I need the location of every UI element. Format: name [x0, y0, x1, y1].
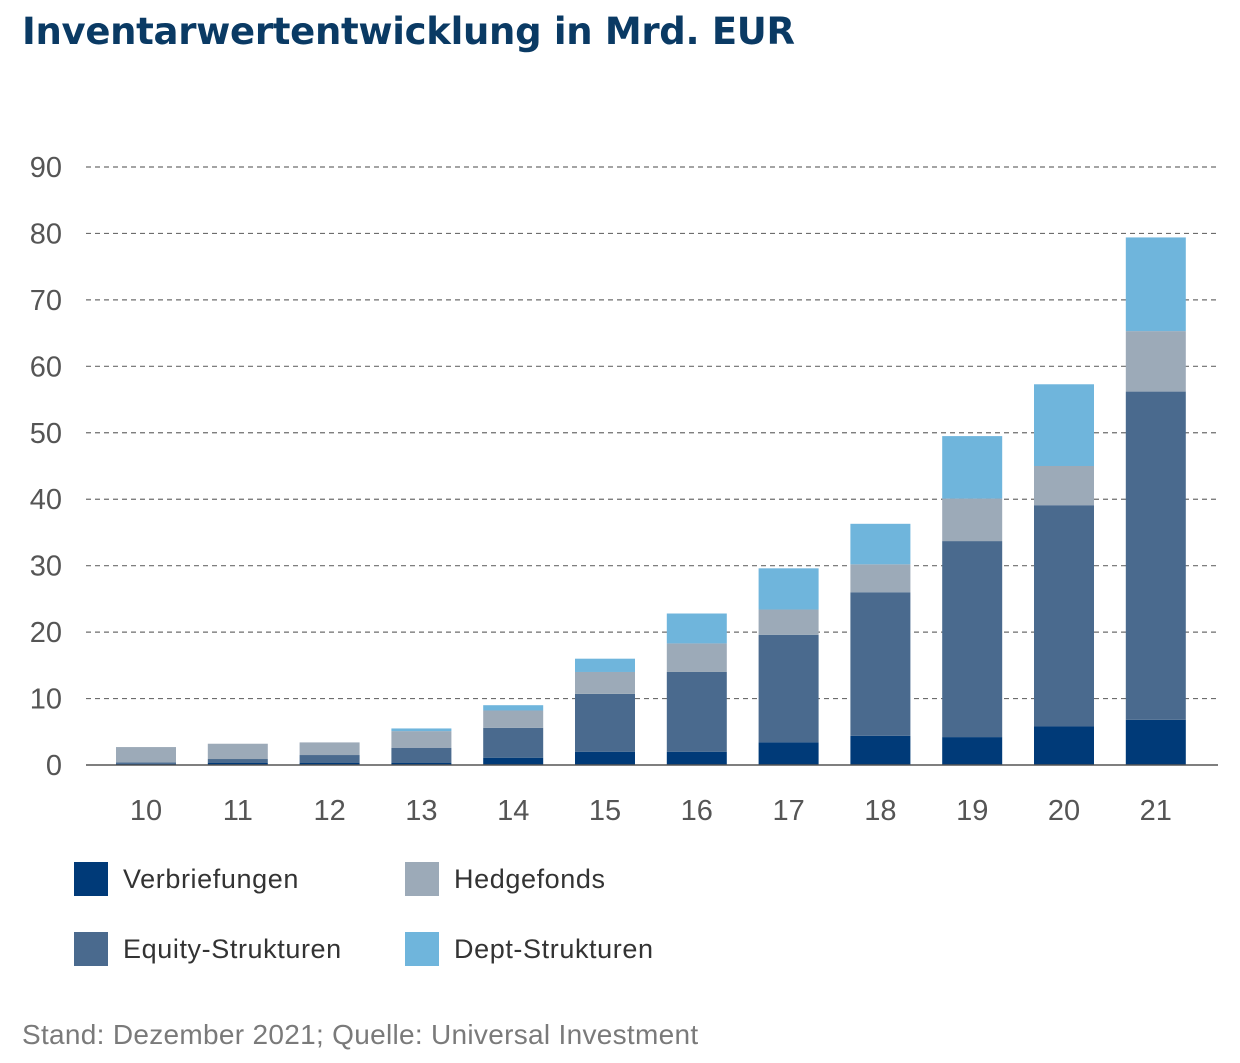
bar-17-hedgefonds	[758, 609, 819, 635]
legend-item-dept-strukturen: Dept-Strukturen	[405, 932, 654, 966]
y-tick-label-60: 60	[30, 351, 62, 383]
bar-17-dept-strukturen	[758, 568, 819, 610]
stacked-bar-chart: 0 10 20 30 40 50 60 70 80 90 10 11 12 13 14 15 16 17 18 19 2…	[30, 152, 1218, 827]
bar-14-equity-strukturen	[483, 727, 544, 758]
bar-18-equity-strukturen	[850, 592, 911, 736]
x-tick-label-19: 19	[956, 795, 988, 827]
bar-13-equity-strukturen	[391, 747, 452, 764]
bar-18-verbriefungen	[850, 735, 911, 765]
y-tick-label-20: 20	[30, 617, 62, 649]
bar-20-hedgefonds	[1034, 466, 1094, 506]
bar-11-hedgefonds	[207, 743, 268, 760]
legend-swatch-hedgefonds	[405, 862, 439, 896]
bar-19-verbriefungen	[942, 737, 1003, 765]
bar-14-verbriefungen	[483, 757, 544, 765]
y-tick-label-10: 10	[30, 684, 62, 716]
bar-15-hedgefonds	[575, 671, 635, 694]
bar-12-hedgefonds	[299, 742, 360, 756]
bar-21-hedgefonds	[1125, 331, 1186, 392]
legend-swatch-dept-strukturen	[405, 932, 439, 966]
bar-10-equity-strukturen	[116, 762, 176, 764]
y-tick-label-70: 70	[30, 285, 62, 317]
x-tick-label-20: 20	[1048, 795, 1080, 827]
x-tick-label-12: 12	[313, 795, 345, 827]
x-tick-label-21: 21	[1140, 795, 1172, 827]
legend-item-equity-strukturen: Equity-Strukturen	[74, 932, 342, 966]
legend-label-verbriefungen: Verbriefungen	[123, 863, 299, 894]
x-tick-label-18: 18	[864, 795, 896, 827]
bar-11-equity-strukturen	[207, 759, 268, 764]
bar-19-equity-strukturen	[942, 541, 1003, 738]
x-tick-label-14: 14	[497, 795, 529, 827]
legend-label-equity-strukturen: Equity-Strukturen	[123, 933, 342, 964]
legend-label-hedgefonds: Hedgefonds	[454, 863, 606, 894]
bar-18-dept-strukturen	[850, 523, 911, 565]
bar-16-hedgefonds	[666, 643, 727, 672]
y-tick-label-30: 30	[30, 551, 62, 583]
bar-20-dept-strukturen	[1034, 384, 1094, 466]
x-tick-label-17: 17	[772, 795, 804, 827]
bar-12-equity-strukturen	[299, 755, 360, 764]
source-note: Stand: Dezember 2021; Quelle: Universal …	[22, 1019, 699, 1050]
bar-13-verbriefungen	[391, 763, 452, 765]
chart-title: Inventarwertentwicklung in Mrd. EUR	[22, 10, 795, 53]
bar-20-equity-strukturen	[1034, 505, 1094, 727]
x-tick-label-16: 16	[681, 795, 713, 827]
bar-13-hedgefonds	[391, 731, 452, 748]
y-tick-label-0: 0	[46, 750, 62, 782]
bar-15-equity-strukturen	[575, 693, 635, 752]
bar-12-verbriefungen	[299, 763, 360, 765]
legend-label-dept-strukturen: Dept-Strukturen	[454, 933, 654, 964]
bar-19-hedgefonds	[942, 498, 1003, 542]
bar-10-hedgefonds	[116, 747, 176, 763]
y-tick-label-80: 80	[30, 218, 62, 250]
x-tick-label-10: 10	[130, 795, 162, 827]
legend-item-hedgefonds: Hedgefonds	[405, 862, 606, 896]
bar-20-verbriefungen	[1034, 726, 1094, 765]
bar-21-verbriefungen	[1125, 719, 1186, 765]
bar-15-verbriefungen	[575, 751, 635, 765]
bar-14-dept-strukturen	[483, 705, 544, 711]
legend-swatch-equity-strukturen	[74, 932, 108, 966]
y-tick-label-40: 40	[30, 484, 62, 516]
bar-21-equity-strukturen	[1125, 391, 1186, 720]
bar-11-verbriefungen	[207, 763, 268, 765]
legend-swatch-verbriefungen	[74, 862, 108, 896]
bar-15-dept-strukturen	[575, 658, 635, 672]
x-tick-label-15: 15	[589, 795, 621, 827]
x-tick-label-11: 11	[223, 795, 253, 827]
bar-16-equity-strukturen	[666, 671, 727, 752]
y-tick-label-50: 50	[30, 418, 62, 450]
bar-18-hedgefonds	[850, 564, 911, 593]
bar-16-verbriefungen	[666, 751, 727, 765]
bar-19-dept-strukturen	[942, 436, 1003, 499]
bar-16-dept-strukturen	[666, 613, 727, 644]
legend-item-verbriefungen: Verbriefungen	[74, 862, 299, 896]
bar-17-equity-strukturen	[758, 634, 819, 743]
y-tick-label-90: 90	[30, 152, 62, 184]
chart-legend: Verbriefungen Hedgefonds Equity-Struktur…	[74, 862, 714, 972]
bar-14-hedgefonds	[483, 710, 544, 728]
bar-21-dept-strukturen	[1125, 237, 1186, 332]
bar-17-verbriefungen	[758, 742, 819, 765]
x-tick-label-13: 13	[405, 795, 437, 827]
bar-13-dept-strukturen	[391, 728, 452, 732]
